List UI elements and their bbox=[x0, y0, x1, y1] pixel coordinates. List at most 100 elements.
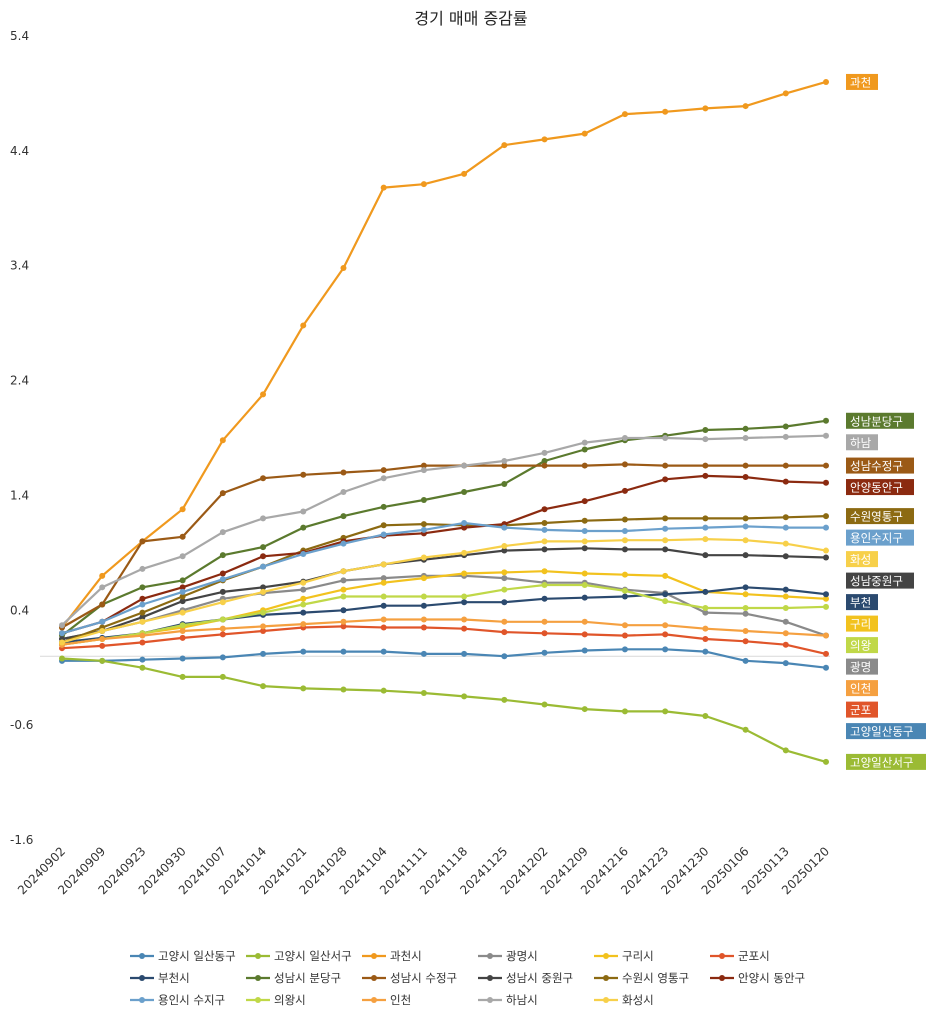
legend-item[interactable]: 하남시 bbox=[478, 993, 538, 1007]
end-label-text: 의왕 bbox=[850, 639, 872, 653]
data-point bbox=[501, 586, 508, 593]
data-point bbox=[742, 604, 749, 611]
data-point bbox=[621, 646, 628, 653]
legend-item[interactable]: 용인시 수지구 bbox=[130, 993, 225, 1007]
data-point bbox=[219, 552, 226, 559]
end-label: 하남 bbox=[846, 434, 878, 451]
data-point bbox=[702, 609, 709, 616]
data-point bbox=[823, 632, 829, 639]
data-point bbox=[139, 595, 146, 602]
data-point bbox=[581, 594, 588, 601]
data-point bbox=[782, 423, 789, 430]
data-point bbox=[461, 524, 468, 531]
data-point bbox=[99, 636, 106, 642]
y-axis: 5.4 4.4 3.4 2.4 1.4 0.4 -0.6 -1.6 bbox=[10, 29, 830, 847]
data-point bbox=[99, 657, 106, 664]
data-point bbox=[260, 563, 267, 570]
legend-item[interactable]: 의왕시 bbox=[246, 993, 306, 1007]
data-point bbox=[702, 436, 709, 443]
legend-swatch-dot bbox=[603, 997, 609, 1003]
data-point bbox=[260, 515, 267, 522]
data-point bbox=[420, 467, 427, 474]
data-point bbox=[420, 616, 427, 623]
data-point bbox=[139, 565, 146, 572]
data-point bbox=[179, 593, 186, 600]
legend-swatch-dot bbox=[371, 975, 377, 981]
data-point bbox=[782, 747, 789, 754]
end-label-text: 구리 bbox=[850, 617, 871, 631]
data-point bbox=[782, 660, 789, 667]
data-point bbox=[420, 575, 427, 582]
data-point bbox=[541, 630, 548, 637]
data-point bbox=[581, 570, 588, 577]
legend-item[interactable]: 수원시 영통구 bbox=[594, 971, 689, 985]
legend-item[interactable]: 고양시 일산서구 bbox=[246, 949, 352, 963]
data-point bbox=[621, 546, 628, 553]
data-point bbox=[742, 103, 749, 110]
data-point bbox=[581, 706, 588, 713]
legend-item[interactable]: 인천 bbox=[362, 993, 411, 1007]
data-point bbox=[782, 553, 789, 560]
data-point bbox=[662, 646, 669, 653]
data-point bbox=[99, 618, 106, 625]
end-label-text: 화성 bbox=[850, 553, 871, 567]
end-label: 부천 bbox=[846, 594, 878, 611]
data-point bbox=[340, 488, 347, 495]
legend-item[interactable]: 화성시 bbox=[594, 993, 654, 1007]
data-point bbox=[541, 538, 548, 545]
series-line bbox=[61, 547, 827, 641]
data-point bbox=[823, 650, 829, 657]
data-point bbox=[621, 622, 628, 629]
data-point bbox=[662, 708, 669, 715]
data-point bbox=[139, 601, 146, 608]
data-point bbox=[219, 490, 226, 497]
data-point bbox=[59, 655, 65, 662]
legend-item[interactable]: 고양시 일산동구 bbox=[130, 949, 236, 963]
data-point bbox=[179, 588, 186, 595]
legend-item[interactable]: 구리시 bbox=[594, 949, 654, 963]
data-point bbox=[541, 136, 548, 143]
end-label-box bbox=[846, 753, 926, 770]
legend-label: 성남시 중원구 bbox=[506, 971, 573, 985]
data-point bbox=[662, 525, 669, 532]
legend-item[interactable]: 성남시 분당구 bbox=[246, 971, 341, 985]
legend-swatch-dot bbox=[371, 953, 377, 959]
legend-item[interactable]: 성남시 중원구 bbox=[478, 971, 573, 985]
data-point bbox=[179, 584, 186, 591]
legend-item[interactable]: 부천시 bbox=[130, 971, 190, 985]
legend-swatch-dot bbox=[487, 975, 493, 981]
data-point bbox=[380, 648, 387, 655]
data-point bbox=[621, 632, 628, 639]
end-label: 성남중원구 bbox=[846, 572, 914, 589]
series-line bbox=[61, 570, 827, 646]
legend-label: 안양시 동안구 bbox=[738, 971, 805, 985]
data-point bbox=[702, 712, 709, 719]
data-point bbox=[380, 602, 387, 609]
data-point bbox=[380, 561, 387, 568]
y-tick-label: 3.4 bbox=[10, 259, 29, 273]
data-point bbox=[541, 582, 548, 589]
data-point bbox=[581, 462, 588, 469]
data-point bbox=[300, 551, 307, 558]
end-label: 광명 bbox=[846, 658, 878, 675]
legend-item[interactable]: 안양시 동안구 bbox=[710, 971, 805, 985]
legend-label: 고양시 일산동구 bbox=[158, 949, 236, 963]
legend-item[interactable]: 성남시 수정구 bbox=[362, 971, 457, 985]
series-line bbox=[62, 648, 827, 669]
data-point bbox=[99, 601, 106, 608]
data-point bbox=[702, 536, 709, 543]
data-point bbox=[782, 604, 789, 611]
data-point bbox=[340, 593, 347, 600]
data-point bbox=[621, 461, 628, 468]
end-label-box bbox=[846, 680, 878, 697]
data-point bbox=[702, 552, 709, 559]
legend-item[interactable]: 군포시 bbox=[710, 949, 770, 963]
data-point bbox=[219, 616, 226, 623]
legend-label: 성남시 분당구 bbox=[274, 971, 341, 985]
end-label-box bbox=[846, 594, 878, 611]
data-point bbox=[782, 433, 789, 440]
legend-item[interactable]: 광명시 bbox=[478, 949, 538, 963]
data-point bbox=[501, 653, 508, 660]
legend-item[interactable]: 과천시 bbox=[362, 949, 422, 963]
